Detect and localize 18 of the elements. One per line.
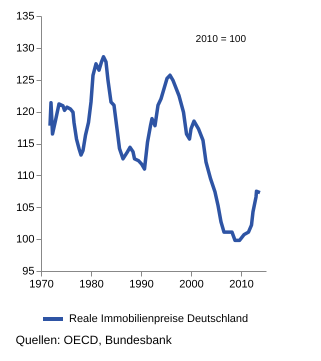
y-tick-label: 95 bbox=[22, 266, 34, 278]
y-tick-label: 100 bbox=[16, 234, 34, 246]
source-note: Quellen: OECD, Bundesbank bbox=[16, 333, 173, 347]
y-tick-label: 120 bbox=[16, 106, 34, 118]
annotation: 2010 = 100 bbox=[196, 34, 246, 45]
x-tick-label: 1990 bbox=[129, 278, 154, 290]
line-series bbox=[48, 55, 262, 242]
x-tick-label: 1980 bbox=[79, 278, 104, 290]
y-tick-label: 135 bbox=[16, 10, 34, 22]
x-tick-label: 2010 bbox=[229, 278, 254, 290]
x-tick-label: 1970 bbox=[29, 278, 54, 290]
y-tick-label: 105 bbox=[16, 202, 34, 214]
legend-label: Reale Immobilienpreise Deutschland bbox=[69, 313, 248, 325]
y-tick-label: 110 bbox=[16, 170, 34, 182]
y-tick-label: 125 bbox=[16, 74, 34, 86]
x-tick-label: 2000 bbox=[179, 278, 204, 290]
y-tick-label: 130 bbox=[16, 42, 34, 54]
y-tick-label: 115 bbox=[16, 138, 34, 150]
